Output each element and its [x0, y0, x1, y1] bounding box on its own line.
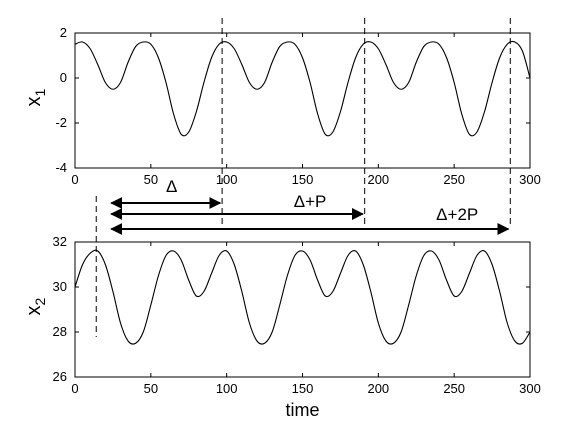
- x-tick-label: 0: [71, 381, 78, 396]
- y-tick-label: 30: [53, 279, 67, 294]
- x-tick-label: 150: [292, 381, 314, 396]
- series-line: [74, 40, 531, 137]
- x-tick-label: 100: [216, 381, 238, 396]
- y-tick-label: 28: [53, 324, 67, 339]
- x-tick-label: 200: [367, 381, 389, 396]
- y-axis-label-subscript: 1: [32, 89, 48, 97]
- series-line: [74, 249, 531, 345]
- y-tick-label: 32: [53, 234, 67, 249]
- x-tick-label: 250: [443, 381, 465, 396]
- delay-label: Δ: [166, 177, 177, 196]
- x-tick-label: 200: [367, 172, 389, 187]
- y-tick-label: 26: [53, 369, 67, 384]
- x-tick-label: 250: [443, 172, 465, 187]
- y-axis-label: x1: [23, 89, 48, 107]
- delay-annotations: Δ Δ+P Δ+2P: [110, 177, 510, 235]
- delay-label: Δ+2P: [436, 205, 478, 224]
- delay-label: Δ+P: [294, 192, 327, 211]
- x-tick-label: 300: [519, 381, 541, 396]
- x-tick-label: 0: [71, 172, 78, 187]
- plot-frame: [74, 32, 531, 169]
- plot-frame: [74, 241, 531, 378]
- x1-panel: 0 50 100 150 200 250 300 -4 -2 0 2 x1: [23, 18, 541, 228]
- x-tick-label: 100: [216, 172, 238, 187]
- x-tick-label: 150: [292, 172, 314, 187]
- y-tick-label: 0: [60, 70, 67, 85]
- x2-panel: 0 50 100 150 200 250 300 26 28 30 32 x2 time: [23, 196, 541, 420]
- y-tick-label: 2: [60, 25, 67, 40]
- x-tick-label: 50: [144, 172, 158, 187]
- x-tick-label: 300: [519, 172, 541, 187]
- y-axis-label: x2: [23, 298, 48, 316]
- y-axis-label-subscript: 2: [32, 298, 48, 306]
- x-axis-label: time: [285, 400, 319, 420]
- y-tick-label: -2: [55, 115, 67, 130]
- y-tick-label: -4: [55, 160, 67, 175]
- x-tick-label: 50: [144, 381, 158, 396]
